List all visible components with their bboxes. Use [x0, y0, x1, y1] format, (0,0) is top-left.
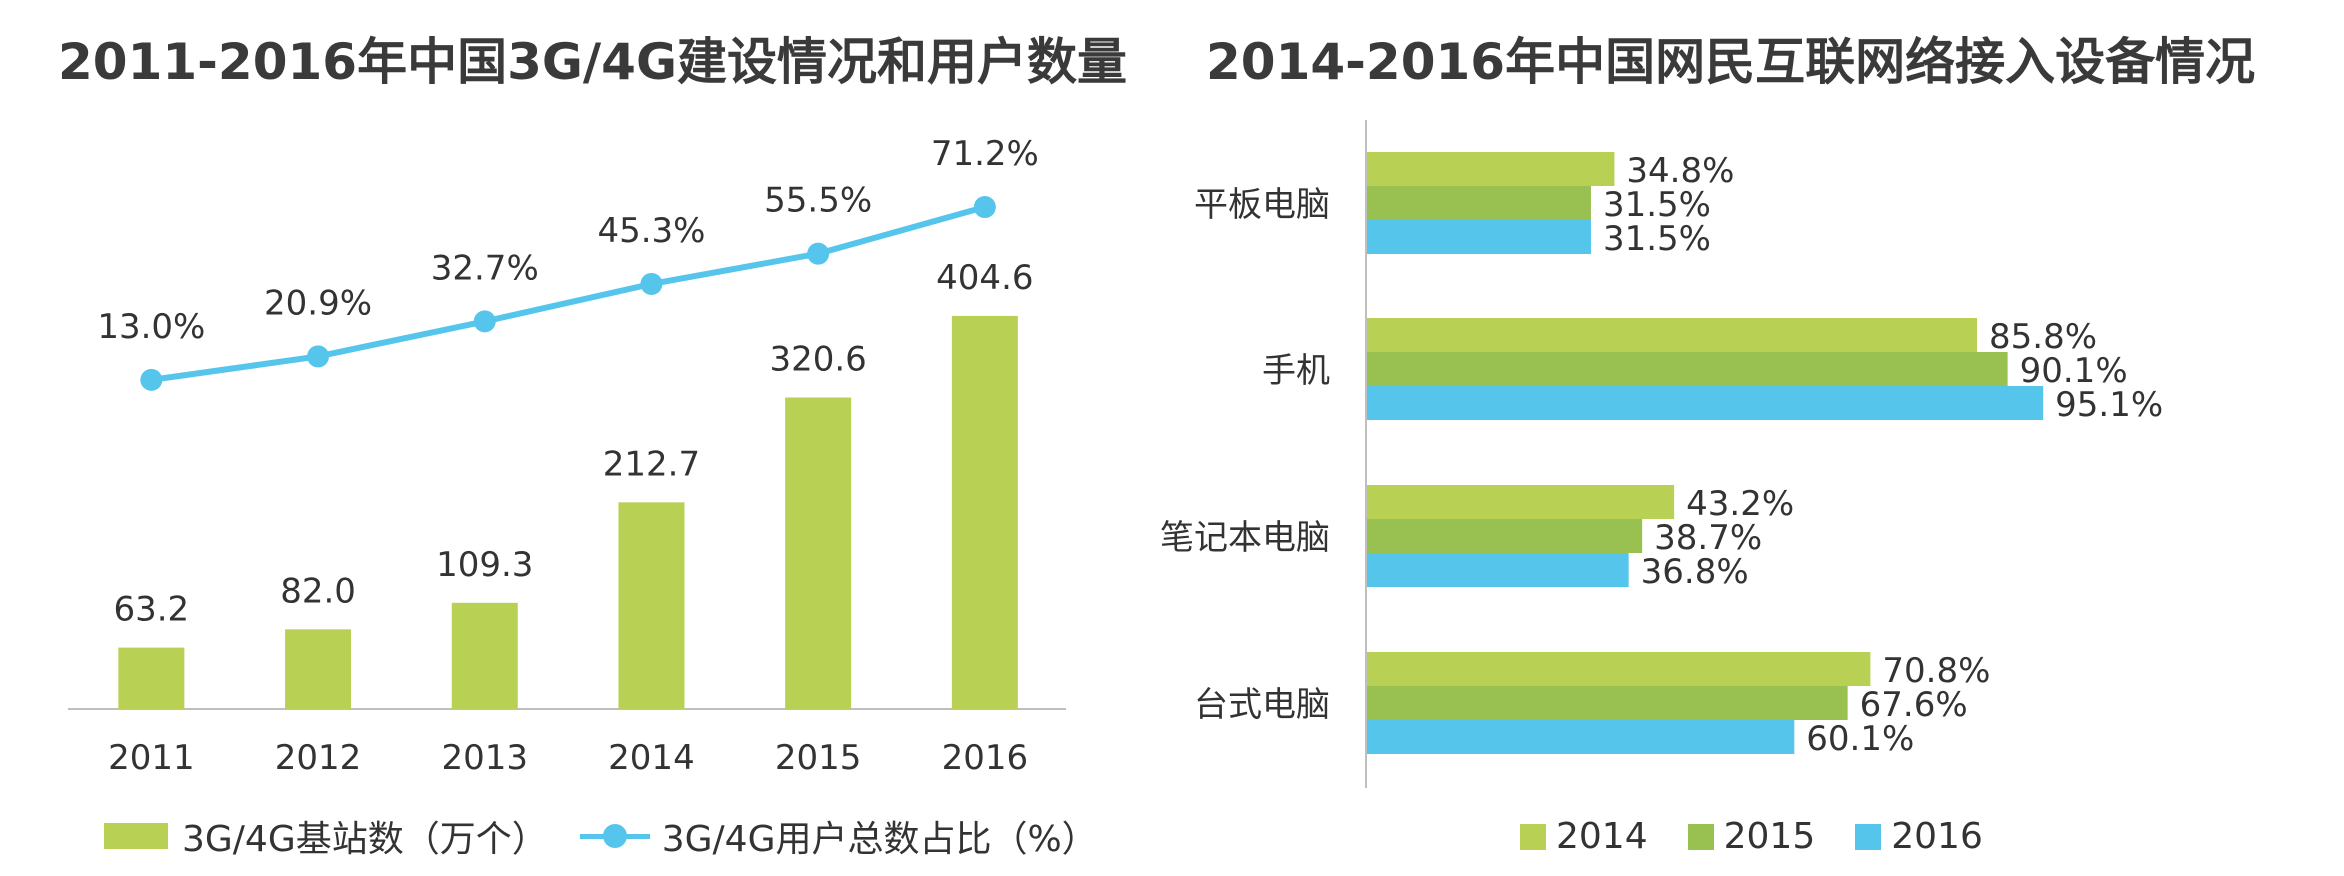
- bar-2015-0: [1367, 186, 1591, 220]
- legend-2015-swatch: [1687, 823, 1714, 850]
- bar-value-label: 36.8%: [1641, 552, 1749, 592]
- bar-2013: [451, 602, 518, 709]
- bar-value-label: 43.2%: [1686, 484, 1794, 524]
- bar-value-label: 320.6: [769, 340, 866, 380]
- x-tick-label: 2013: [441, 738, 528, 778]
- bar-value-label: 90.1%: [2020, 351, 2128, 391]
- legend-2016-swatch: [1855, 823, 1882, 850]
- legend-item-base-stations[interactable]: 3G/4G基站数（万个）: [104, 810, 548, 862]
- bar-value-label: 38.7%: [1654, 518, 1762, 558]
- bar-2016-0: [1367, 220, 1591, 254]
- bar-2015-3: [1367, 686, 1848, 720]
- x-tick-label: 2015: [775, 738, 862, 778]
- bar-2012: [285, 629, 352, 709]
- bar-value-label: 34.8%: [1626, 151, 1734, 191]
- bar-2015-2: [1367, 519, 1643, 553]
- line-value-label: 45.3%: [597, 211, 705, 251]
- bar-2014-3: [1367, 652, 1871, 686]
- bar-value-label: 60.1%: [1806, 719, 1914, 759]
- legend-bar-swatch: [104, 823, 168, 849]
- bar-2015-1: [1367, 352, 2008, 386]
- x-tick-label: 2016: [942, 738, 1029, 778]
- legend-2014-label: 2014: [1556, 816, 1648, 857]
- category-label: 平板电脑: [1194, 185, 1330, 225]
- bar-2014: [618, 502, 685, 709]
- legend-item-2014[interactable]: 2014: [1520, 816, 1648, 857]
- line-value-label: 20.9%: [264, 283, 372, 323]
- left-chart-panel: 2011-2016年中国3G/4G建设情况和用户数量 63.2 2011 82.0 2…: [0, 0, 1140, 876]
- left-chart-svg: 63.2 2011 82.0 2012 109.3 2013 212.7 2014 320.6 2…: [68, 134, 1066, 778]
- legend-2016-label: 2016: [1891, 816, 1983, 857]
- legend-item-2015[interactable]: 2015: [1687, 816, 1816, 857]
- line-value-label: 71.2%: [931, 134, 1039, 174]
- left-chart-title: 2011-2016年中国3G/4G建设情况和用户数量: [58, 33, 1127, 91]
- legend-item-user-share[interactable]: 3G/4G用户总数占比（%）: [579, 810, 1098, 862]
- bar-value-label: 70.8%: [1882, 651, 1990, 691]
- line-point-2011: [140, 368, 163, 391]
- legend-bar-label: 3G/4G基站数（万个）: [182, 819, 548, 860]
- category-label: 手机: [1262, 351, 1330, 391]
- line-point-2014: [640, 272, 663, 295]
- right-chart-legend: 2014 2015 2016: [1520, 816, 1983, 857]
- bar-2014-2: [1367, 485, 1675, 519]
- bar-2016: [951, 315, 1018, 709]
- bar-2015: [785, 397, 852, 709]
- line-point-2016: [973, 196, 996, 219]
- legend-line-swatch: [579, 823, 650, 849]
- x-tick-label: 2011: [108, 738, 195, 778]
- legend-2014-swatch: [1520, 823, 1546, 850]
- bar-value-label: 82.0: [280, 571, 356, 611]
- bar-value-label: 31.5%: [1603, 219, 1711, 259]
- bar-2016-3: [1367, 720, 1795, 754]
- bar-value-label: 85.8%: [1989, 317, 2097, 357]
- bar-2016-1: [1367, 386, 2044, 420]
- bar-2014-0: [1367, 152, 1615, 186]
- legend-2015-label: 2015: [1723, 816, 1816, 857]
- right-chart-panel: 2014-2016年中国网民互联网络接入设备情况 34.8% 31.5% 31.5%…: [1140, 0, 2344, 876]
- bar-value-label: 109.3: [436, 545, 533, 585]
- x-tick-label: 2012: [275, 738, 362, 778]
- legend-line-label: 3G/4G用户总数占比（%）: [661, 819, 1098, 860]
- bar-value-label: 95.1%: [2055, 385, 2163, 425]
- line-value-label: 13.0%: [97, 307, 205, 347]
- x-tick-label: 2014: [608, 738, 695, 778]
- legend-item-2016[interactable]: 2016: [1855, 816, 1983, 857]
- line-point-2012: [307, 345, 330, 368]
- line-point-2013: [473, 310, 496, 333]
- bar-2014-1: [1367, 318, 1978, 352]
- bar-2016-2: [1367, 553, 1629, 587]
- category-label: 台式电脑: [1194, 685, 1330, 725]
- right-chart-svg: 34.8%31.5%31.5%平板电脑85.8%90.1%95.1%手机43.2…: [1160, 120, 2163, 788]
- right-chart-title: 2014-2016年中国网民互联网络接入设备情况: [1206, 33, 2256, 91]
- bar-value-label: 63.2: [113, 590, 189, 630]
- bar-value-label: 404.6: [936, 258, 1033, 298]
- user-share-line: [150, 204, 986, 383]
- bar-value-label: 31.5%: [1603, 185, 1711, 225]
- bar-2011: [118, 647, 185, 709]
- bar-value-label: 212.7: [603, 444, 700, 484]
- line-point-2015: [807, 242, 830, 265]
- line-value-label: 55.5%: [764, 181, 872, 221]
- category-label: 笔记本电脑: [1160, 518, 1330, 558]
- left-chart-legend: 3G/4G基站数（万个） 3G/4G用户总数占比（%）: [104, 810, 1098, 862]
- line-value-label: 32.7%: [431, 248, 539, 288]
- bar-value-label: 67.6%: [1860, 685, 1968, 725]
